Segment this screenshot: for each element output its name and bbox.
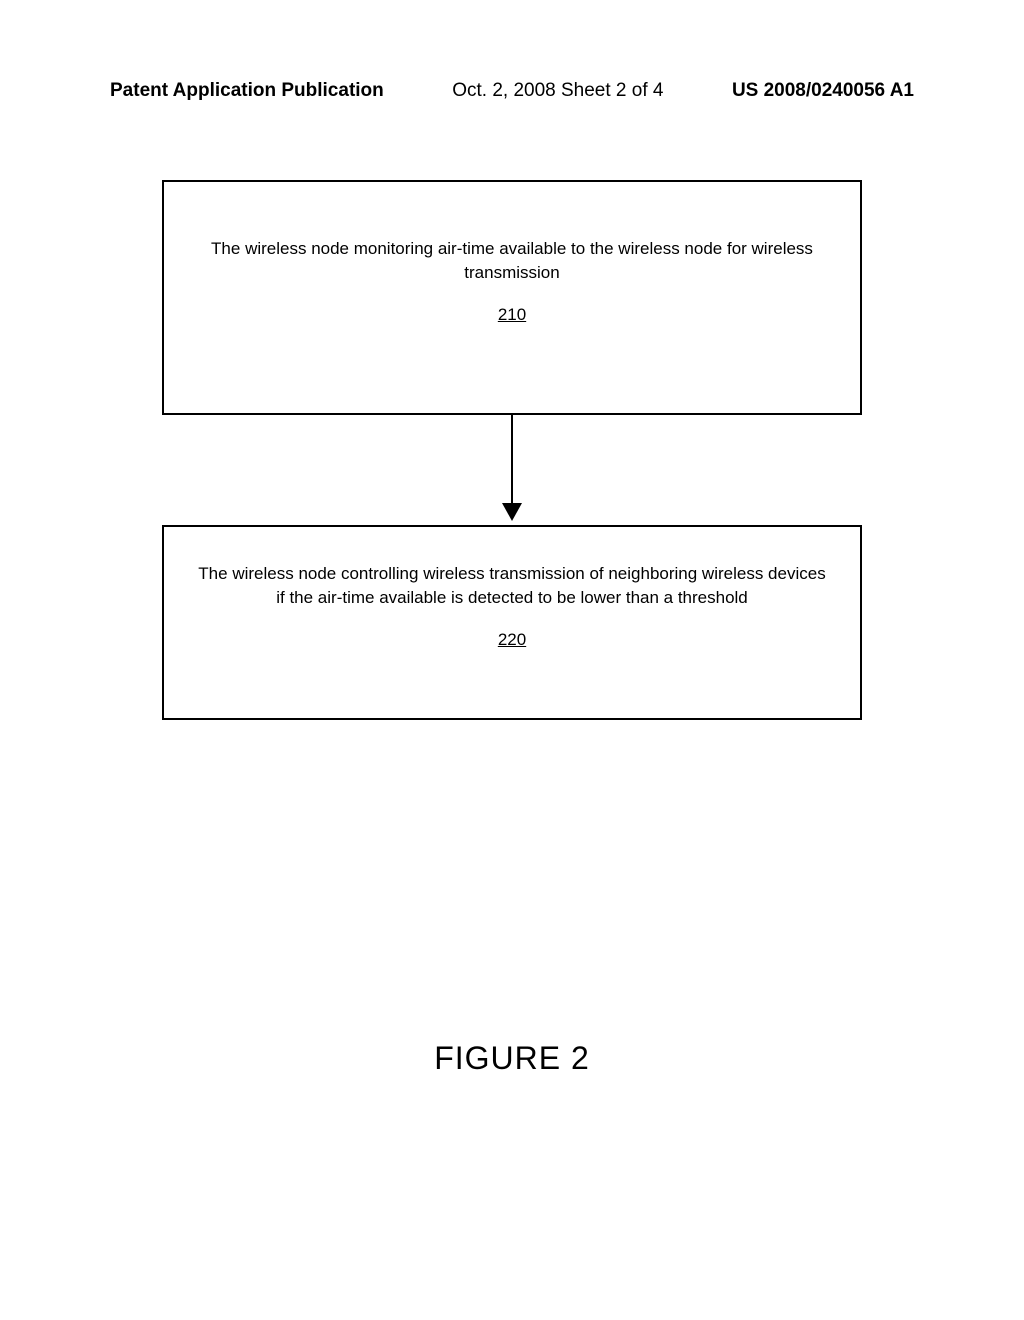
flowchart-node-210: The wireless node monitoring air-time av… [162,180,862,415]
page-header: Patent Application Publication Oct. 2, 2… [0,80,1024,102]
header-publication: Patent Application Publication [110,80,384,102]
header-date-sheet: Oct. 2, 2008 Sheet 2 of 4 [452,80,663,102]
node-220-text: The wireless node controlling wireless t… [192,562,832,610]
node-210-number: 210 [498,305,526,325]
flowchart-node-220: The wireless node controlling wireless t… [162,525,862,720]
header-patent-number: US 2008/0240056 A1 [732,80,914,102]
figure-label: FIGURE 2 [0,1040,1024,1077]
node-220-number: 220 [498,630,526,650]
node-210-text: The wireless node monitoring air-time av… [192,237,832,285]
flowchart-arrow [162,415,862,525]
flowchart-diagram: The wireless node monitoring air-time av… [162,180,862,720]
arrow-head-icon [502,503,522,521]
arrow-line [511,415,513,510]
